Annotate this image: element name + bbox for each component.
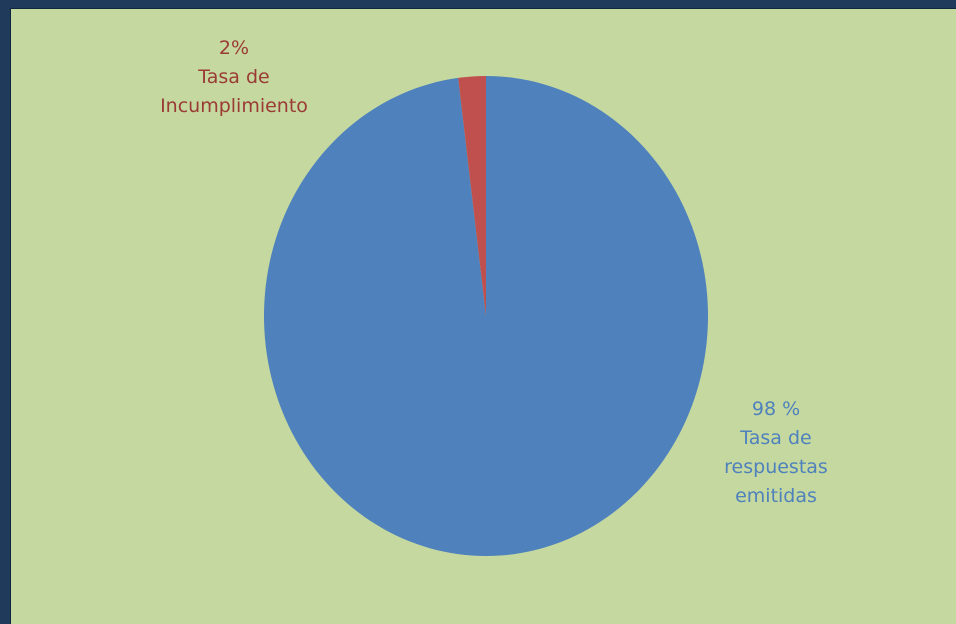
data-label-tasa-de-respuestas-emitidas: 98 % Tasa de respuestas emitidas (700, 395, 852, 511)
data-label-line: respuestas (724, 456, 828, 478)
data-label-line: emitidas (735, 485, 817, 507)
data-label-tasa-de-incumplimiento: 2% Tasa de Incumplimiento (146, 34, 322, 121)
pie-slice-tasa-de-respuestas-emitidas (263, 75, 708, 556)
pie-slice-tasa-de-incumplimiento (458, 76, 486, 316)
data-label-line: Tasa de (740, 427, 812, 449)
data-label-percent: 2% (218, 37, 250, 59)
data-label-line: Incumplimiento (160, 95, 308, 117)
data-label-line: Tasa de (198, 66, 270, 88)
data-label-percent: 98 % (751, 398, 801, 420)
